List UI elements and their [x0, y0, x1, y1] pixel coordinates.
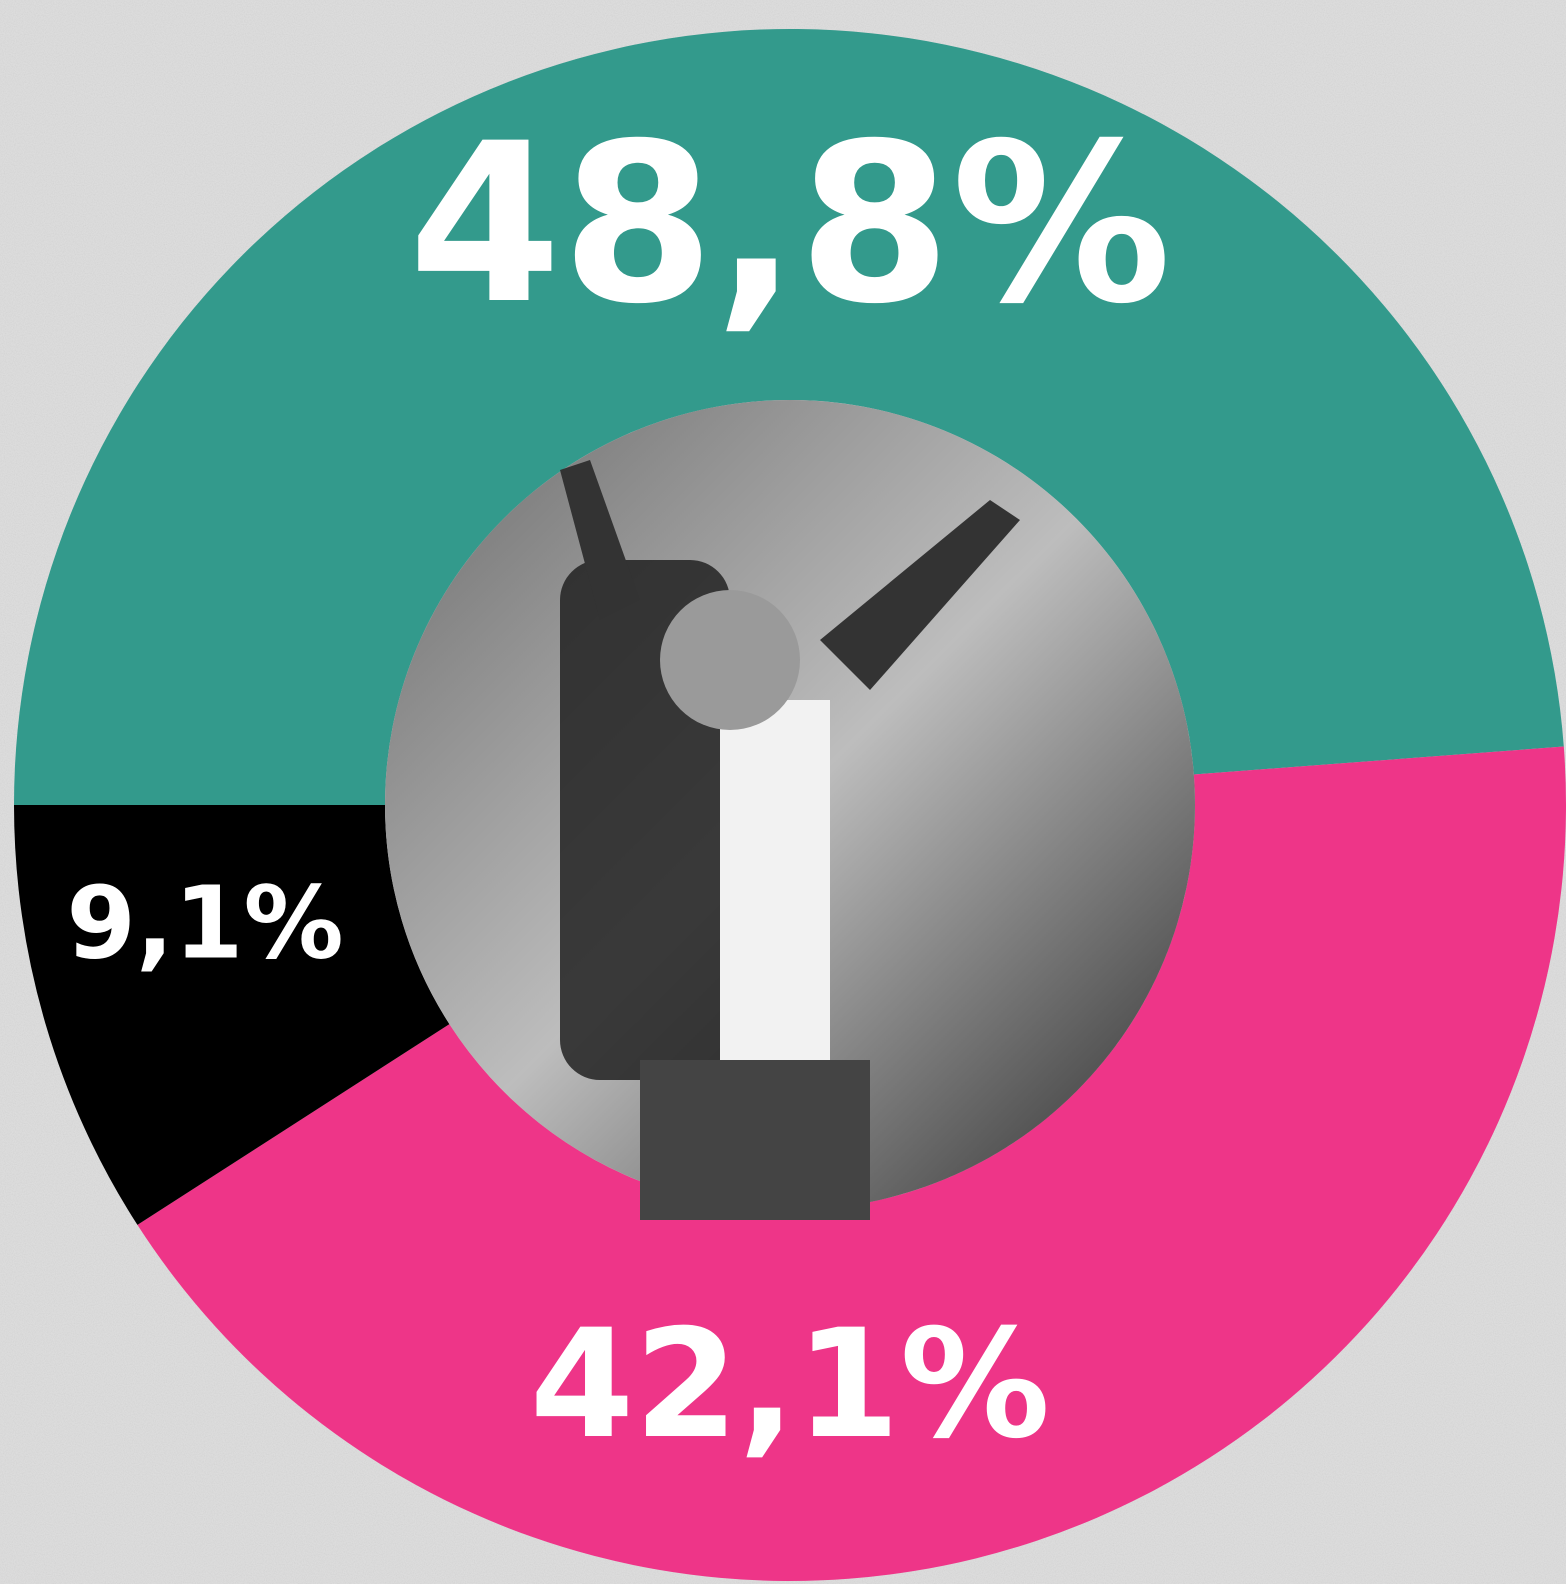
page: 48,8%42,1%9,1% (() => { const data = JSO… [0, 0, 1566, 1584]
chart: 48,8% 42,1% 9,1% [0, 0, 1566, 1584]
value-label: 48,8% [408, 96, 1171, 352]
value-label: 9,1% [66, 864, 343, 981]
value-label: 42,1% [530, 1298, 1050, 1472]
